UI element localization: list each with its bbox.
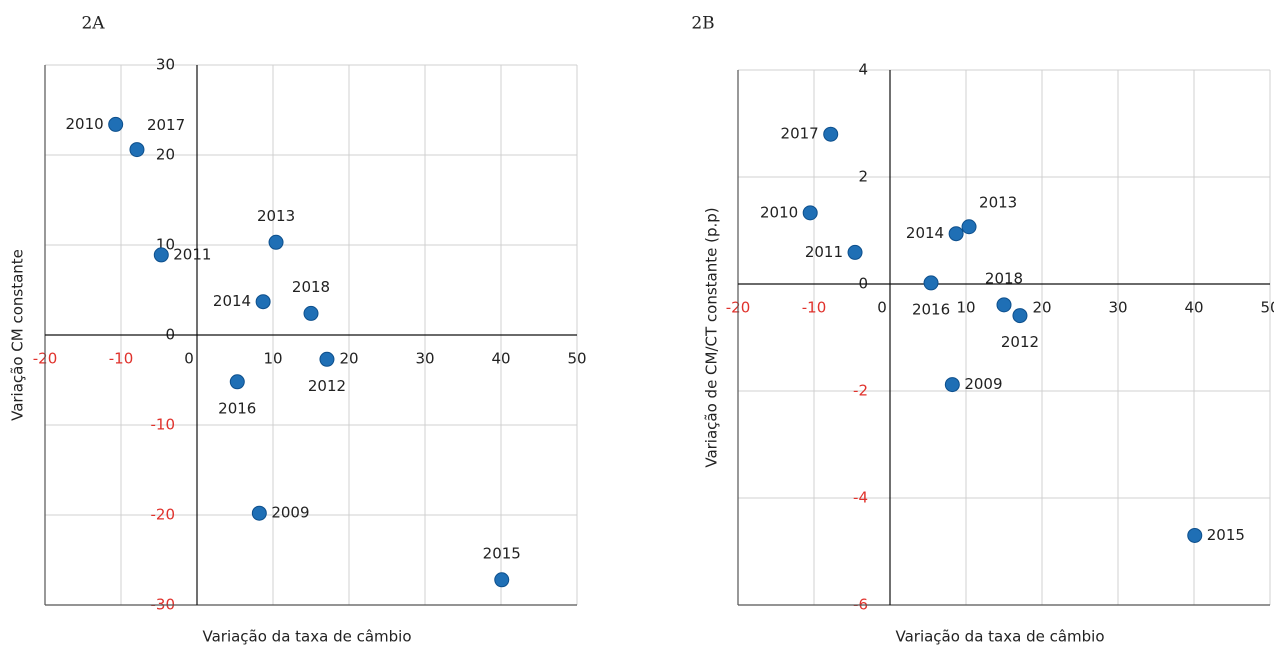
panel-label: 2A [81, 14, 105, 34]
panel-label: 2B [691, 14, 714, 34]
point [923, 275, 939, 291]
point-label: 2012 [308, 377, 346, 395]
point-label: 2012 [1001, 333, 1039, 351]
point [108, 116, 124, 132]
y-tick-label: 30 [156, 56, 175, 74]
y-tick-label: 2 [858, 168, 868, 186]
point [961, 219, 977, 235]
point-label: 2009 [964, 375, 1002, 393]
point [996, 297, 1012, 313]
point [268, 234, 284, 250]
y-axis-label: Variação de CM/CT constante (p.p) [703, 207, 721, 467]
x-axis-label: Variação da taxa de câmbio [202, 628, 411, 646]
x-tick-label: 20 [1032, 299, 1051, 317]
point-label: 2011 [805, 243, 843, 261]
point [823, 126, 839, 142]
point [229, 374, 245, 390]
point [847, 244, 863, 260]
point [1187, 527, 1203, 543]
point-label: 2010 [65, 115, 103, 133]
y-tick-label: 20 [156, 146, 175, 164]
y-tick-label: 4 [858, 61, 868, 79]
point-label: 2016 [218, 399, 256, 417]
point-label: 2014 [906, 224, 944, 242]
point [319, 351, 335, 367]
point [251, 505, 267, 521]
point-label: 2013 [979, 193, 1017, 211]
x-tick-label: 30 [1108, 299, 1127, 317]
x-tick-label: -10 [802, 299, 827, 317]
point [303, 305, 319, 321]
point-label: 2018 [292, 278, 330, 296]
x-tick-label: 0 [877, 299, 887, 317]
y-axis-label: Variação CM constante [9, 249, 27, 421]
x-tick-label: 30 [415, 350, 434, 368]
x-tick-label: 10 [263, 350, 282, 368]
y-tick-label: -10 [151, 416, 176, 434]
point-label: 2015 [483, 544, 521, 562]
point [944, 377, 960, 393]
point [255, 294, 271, 310]
y-tick-label: -2 [853, 382, 868, 400]
point-label: 2017 [781, 125, 819, 143]
point-label: 2017 [147, 116, 185, 134]
x-tick-label: 50 [567, 350, 586, 368]
x-axis-label: Variação da taxa de câmbio [895, 628, 1104, 646]
x-tick-label: 20 [339, 350, 358, 368]
point [153, 247, 169, 263]
y-tick-label: -20 [151, 506, 176, 524]
x-tick-label: 40 [1184, 299, 1203, 317]
point [948, 226, 964, 242]
y-tick-label: -4 [853, 489, 868, 507]
x-tick-label: 40 [491, 350, 510, 368]
point-label: 2010 [760, 203, 798, 221]
point-label: 2016 [912, 300, 950, 318]
x-tick-label: 0 [184, 350, 194, 368]
point-label: 2014 [213, 292, 251, 310]
point-label: 2009 [271, 504, 309, 522]
point-label: 2011 [173, 245, 211, 263]
point [129, 142, 145, 158]
point [802, 205, 818, 221]
x-tick-label: 50 [1260, 299, 1274, 317]
point-label: 2018 [985, 269, 1023, 287]
point-label: 2015 [1207, 526, 1245, 544]
x-tick-label: 10 [956, 299, 975, 317]
point [494, 572, 510, 588]
x-tick-label: -10 [109, 350, 134, 368]
point-label: 2013 [257, 207, 295, 225]
point [1012, 308, 1028, 324]
